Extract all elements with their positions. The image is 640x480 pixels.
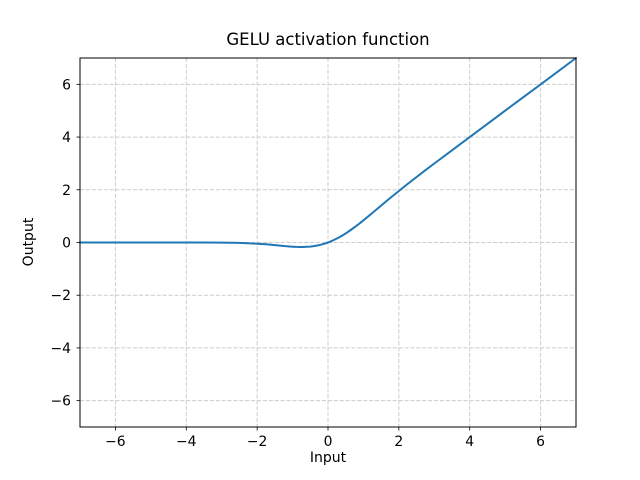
y-tick-label: −2: [51, 288, 71, 304]
x-tick-label: −4: [176, 434, 197, 450]
chart-title: GELU activation function: [226, 30, 429, 49]
y-tick-label: 2: [62, 183, 71, 199]
tick-labels: −6 −4 −2 0 2 4 6 −6 −4 −2 0 2 4 6: [51, 77, 545, 450]
y-tick-label: −6: [51, 394, 71, 410]
x-tick-label: −6: [105, 434, 125, 450]
y-tick-label: 4: [62, 130, 71, 146]
x-tick-label: 2: [394, 434, 403, 450]
y-tick-label: 0: [62, 236, 71, 252]
x-tick-label: 6: [536, 434, 545, 450]
y-tick-label: 6: [62, 77, 71, 93]
y-axis-label: Output: [21, 217, 37, 266]
x-tick-label: 0: [324, 434, 333, 450]
axis-ticks: [76, 83, 541, 431]
x-axis-label: Input: [310, 450, 347, 466]
y-tick-label: −4: [51, 341, 72, 357]
gelu-curve-line: [79, 57, 577, 248]
x-tick-label: 4: [465, 434, 474, 450]
x-tick-label: −2: [247, 434, 267, 450]
